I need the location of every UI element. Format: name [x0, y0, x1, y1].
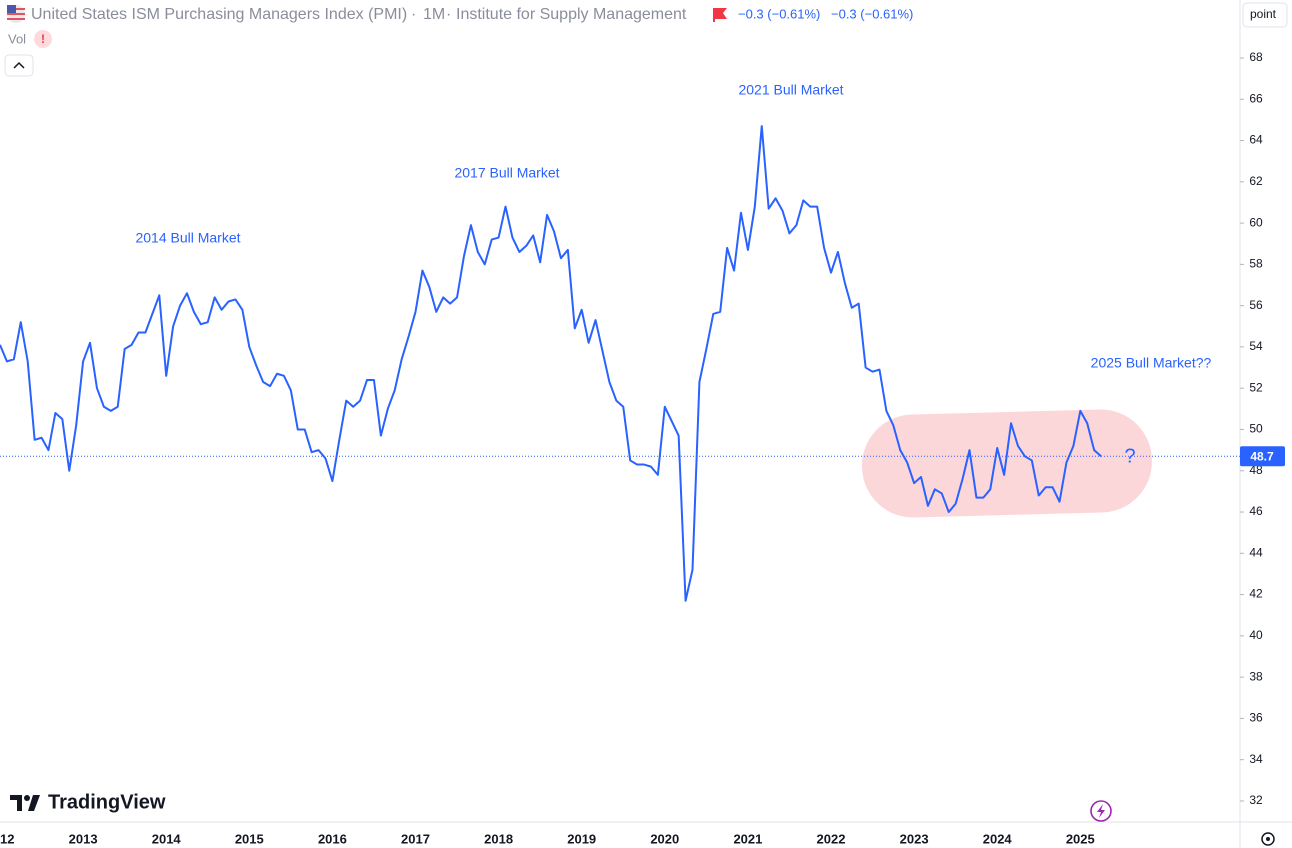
y-tick-label: 32 — [1249, 793, 1263, 807]
y-tick-label: 64 — [1249, 133, 1263, 147]
lightning-button[interactable] — [1090, 800, 1112, 822]
annotation: 2021 Bull Market — [738, 82, 843, 98]
x-tick-label: 2024 — [983, 831, 1013, 846]
x-tick-label: 2021 — [733, 831, 762, 846]
svg-text:!: ! — [41, 32, 45, 46]
y-tick-label: 66 — [1249, 91, 1263, 105]
x-tick-label: 2014 — [152, 831, 182, 846]
annotation: 2017 Bull Market — [454, 165, 559, 181]
interval: 1M — [423, 6, 445, 23]
x-tick-label: 2022 — [817, 831, 846, 846]
separator: · — [446, 6, 451, 23]
y-tick-label: 48 — [1249, 463, 1263, 477]
x-tick-label: 2020 — [650, 831, 679, 846]
scale-button[interactable]: point — [1242, 2, 1288, 28]
y-tick-label: 62 — [1249, 174, 1263, 188]
change: −0.3 (−0.61%) — [831, 6, 913, 21]
x-tick-label: 2016 — [318, 831, 347, 846]
y-tick-label: 34 — [1249, 752, 1263, 766]
change: −0.3 (−0.61%) — [738, 6, 820, 21]
y-tick-label: 40 — [1249, 628, 1263, 642]
logo-text: TradingView — [48, 791, 166, 813]
y-tick-label: 36 — [1249, 711, 1263, 725]
x-tick-label: 2013 — [69, 831, 98, 846]
last-price-label: 48.7 — [1250, 449, 1274, 463]
y-tick-label: 50 — [1249, 422, 1263, 436]
y-tick-label: 56 — [1249, 298, 1263, 312]
x-tick-label: 2025 — [1066, 831, 1095, 846]
x-tick-label: 2012 — [0, 831, 14, 846]
y-tick-label: 42 — [1249, 587, 1263, 601]
chart-title: United States ISM Purchasing Managers In… — [31, 6, 407, 23]
y-tick-label: 68 — [1249, 50, 1263, 64]
y-tick-label: 60 — [1249, 215, 1263, 229]
volume-label: Vol — [8, 31, 26, 46]
annotation: ? — [1124, 445, 1135, 467]
annotation: 2025 Bull Market?? — [1091, 355, 1212, 371]
highlight-zone — [862, 409, 1152, 518]
source: Institute for Supply Management — [456, 6, 687, 23]
flag-icon — [7, 5, 25, 23]
scale-label: point — [1250, 7, 1277, 21]
y-tick-label: 46 — [1249, 504, 1263, 518]
annotation: 2014 Bull Market — [135, 230, 240, 246]
settings-button[interactable] — [1261, 832, 1275, 846]
x-tick-label: 2019 — [567, 831, 596, 846]
flag-marker — [713, 8, 727, 22]
logo: TradingView — [10, 791, 166, 813]
y-tick-label: 52 — [1249, 380, 1263, 394]
y-tick-label: 58 — [1249, 257, 1263, 271]
last-price-box — [1240, 446, 1285, 467]
data-line — [0, 125, 1102, 602]
x-tick-label: 2015 — [235, 831, 264, 846]
y-tick-label: 54 — [1249, 339, 1263, 353]
x-tick-label: 2017 — [401, 831, 430, 846]
y-tick-label: 44 — [1249, 545, 1263, 559]
warning-button[interactable]: ! — [34, 30, 52, 48]
x-tick-label: 2023 — [900, 831, 929, 846]
y-tick-label: 38 — [1249, 669, 1263, 683]
separator: · — [411, 6, 416, 23]
collapse-button[interactable] — [4, 54, 34, 77]
x-tick-label: 2018 — [484, 831, 513, 846]
